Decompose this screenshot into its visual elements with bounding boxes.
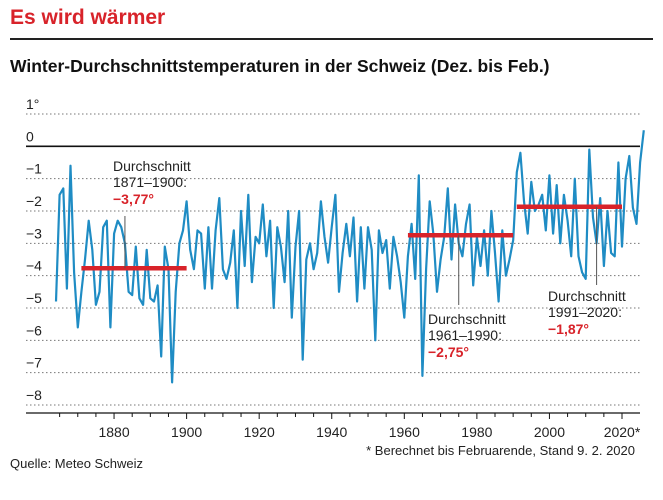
x-tick-label: 1960	[389, 424, 420, 440]
annotation-value: −3,77°	[113, 191, 154, 207]
temperature-series-line	[54, 130, 645, 384]
annotation-period: 1961–1990:	[428, 327, 502, 343]
footnote: * Berechnet bis Februarende, Stand 9. 2.…	[366, 443, 635, 458]
y-tick-label: 1°	[26, 96, 39, 112]
annotation-period: 1871–1900:	[113, 174, 187, 190]
average-layer	[81, 204, 622, 271]
x-tick-label: 1880	[98, 424, 129, 440]
grid-layer	[26, 113, 640, 414]
x-tick-layer: 1880 1900 1920 1940 1960 1980 2000 2020*	[59, 413, 641, 440]
annotation-layer: Durchschnitt1871–1900:−3,77°Durchschnitt…	[113, 158, 626, 360]
y-tick-label: 0	[26, 128, 34, 144]
temperature-chart: 1° 0 −1 −2 −3 −4 −5 −6 −7 −8 1880 1900 1920 1940 1960…	[26, 96, 645, 440]
y-tick-label: −5	[26, 290, 42, 306]
y-tick-label: −1	[26, 161, 42, 177]
headline: Es wird wärmer	[10, 6, 166, 29]
y-tick-label: −4	[26, 258, 42, 274]
x-tick-label: 1920	[244, 424, 275, 440]
annotation-value: −2,75°	[428, 344, 469, 360]
source-credit: Quelle: Meteo Schweiz	[10, 456, 143, 471]
top-rule	[10, 38, 653, 40]
annotation-label: Durchschnitt	[548, 288, 626, 304]
y-tick-label: −8	[26, 387, 42, 403]
x-tick-label: 1900	[171, 424, 202, 440]
annotation-label: Durchschnitt	[113, 158, 191, 174]
annotation-value: −1,87°	[548, 321, 589, 337]
chart-title: Winter-Durchschnittstemperaturen in der …	[10, 56, 550, 76]
x-tick-label: 2000	[534, 424, 565, 440]
x-tick-label: 2020*	[604, 424, 641, 440]
y-tick-label: −2	[26, 193, 42, 209]
y-tick-label: −3	[26, 225, 42, 241]
x-tick-label: 1940	[316, 424, 347, 440]
x-tick-label: 1980	[461, 424, 492, 440]
y-tick-label: −7	[26, 355, 42, 371]
annotation-label: Durchschnitt	[428, 311, 506, 327]
series-layer	[54, 130, 645, 384]
annotation-period: 1991–2020:	[548, 304, 622, 320]
y-tick-label: −6	[26, 322, 42, 338]
y-tick-layer: 1° 0 −1 −2 −3 −4 −5 −6 −7 −8	[26, 96, 42, 403]
